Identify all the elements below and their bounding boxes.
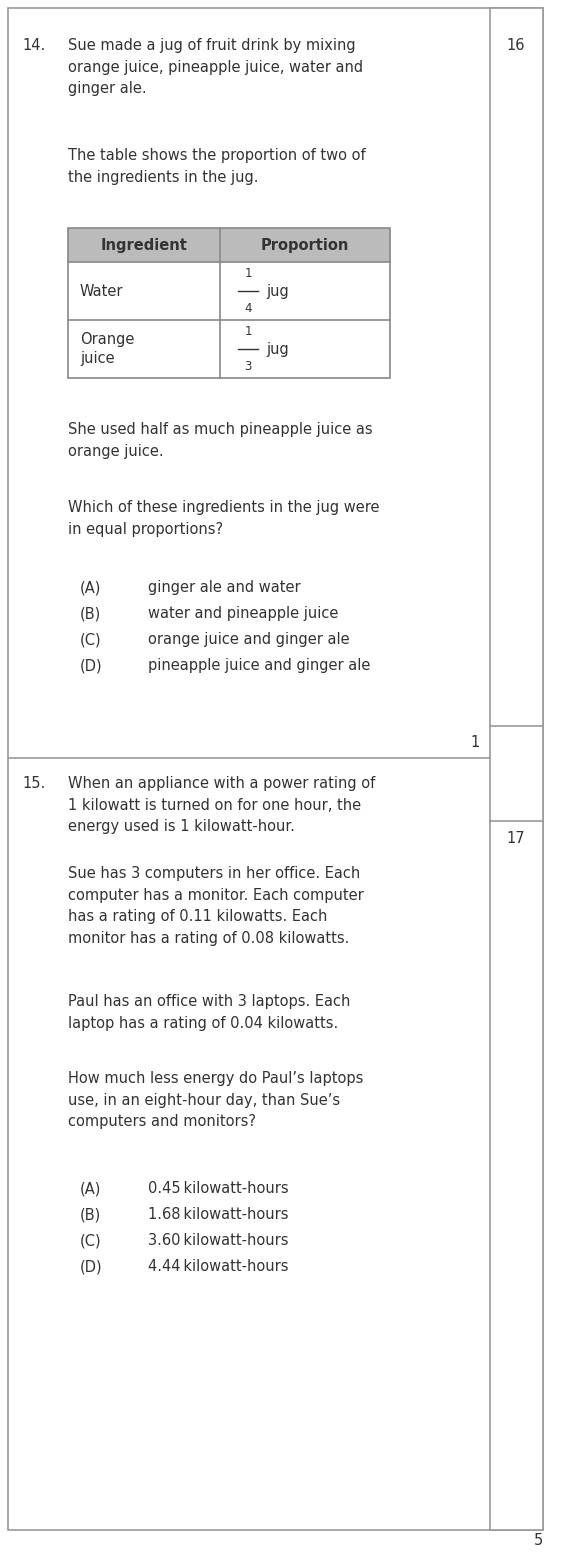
Bar [68, 229, 390, 378]
Text: ginger ale and water: ginger ale and water [148, 580, 301, 594]
Text: (D): (D) [80, 1259, 103, 1274]
Bar [490, 8, 543, 1530]
Text: 1.68 kilowatt-hours: 1.68 kilowatt-hours [148, 1207, 288, 1221]
Text: jug: jug [266, 283, 289, 299]
Text: 1: 1 [244, 325, 252, 338]
Bar [68, 321, 390, 378]
Text: Which of these ingredients in the jug were
in equal proportions?: Which of these ingredients in the jug we… [68, 499, 379, 537]
Text: 14.: 14. [22, 37, 45, 53]
Text: 16: 16 [507, 37, 525, 53]
Text: (D): (D) [80, 658, 103, 674]
Text: 1: 1 [244, 268, 252, 280]
Text: Paul has an office with 3 laptops. Each
laptop has a rating of 0.04 kilowatts.: Paul has an office with 3 laptops. Each … [68, 994, 351, 1030]
Text: 3.60 kilowatt-hours: 3.60 kilowatt-hours [148, 1232, 288, 1248]
Text: She used half as much pineapple juice as
orange juice.: She used half as much pineapple juice as… [68, 422, 373, 459]
Text: (B): (B) [80, 1207, 101, 1221]
Bar [68, 261, 390, 321]
Text: The table shows the proportion of two of
the ingredients in the jug.: The table shows the proportion of two of… [68, 148, 366, 185]
Text: pineapple juice and ginger ale: pineapple juice and ginger ale [148, 658, 370, 674]
Text: How much less energy do Paul’s laptops
use, in an eight-hour day, than Sue’s
com: How much less energy do Paul’s laptops u… [68, 1071, 364, 1130]
Text: 4.44 kilowatt-hours: 4.44 kilowatt-hours [148, 1259, 288, 1274]
Bar [68, 229, 390, 261]
Text: (B): (B) [80, 605, 101, 621]
Text: 15.: 15. [22, 776, 45, 790]
Text: (A): (A) [80, 1181, 102, 1197]
Text: 5: 5 [534, 1533, 543, 1548]
Text: jug: jug [266, 341, 289, 356]
Text: (A): (A) [80, 580, 102, 594]
Text: 1: 1 [471, 734, 480, 750]
Text: 4: 4 [244, 302, 252, 314]
Text: 17: 17 [507, 831, 525, 846]
Text: 0.45 kilowatt-hours: 0.45 kilowatt-hours [148, 1181, 288, 1197]
Text: Sue has 3 computers in her office. Each
computer has a monitor. Each computer
ha: Sue has 3 computers in her office. Each … [68, 867, 364, 946]
Text: water and pineapple juice: water and pineapple juice [148, 605, 338, 621]
Text: When an appliance with a power rating of
1 kilowatt is turned on for one hour, t: When an appliance with a power rating of… [68, 776, 375, 834]
Text: (C): (C) [80, 632, 102, 647]
Text: Ingredient: Ingredient [100, 238, 187, 252]
Text: Sue made a jug of fruit drink by mixing
orange juice, pineapple juice, water and: Sue made a jug of fruit drink by mixing … [68, 37, 363, 96]
Text: orange juice and ginger ale: orange juice and ginger ale [148, 632, 350, 647]
Text: Water: Water [80, 283, 123, 299]
Text: (C): (C) [80, 1232, 102, 1248]
Text: 3: 3 [244, 359, 252, 373]
Text: Proportion: Proportion [261, 238, 349, 252]
Text: Orange
juice: Orange juice [80, 331, 135, 366]
